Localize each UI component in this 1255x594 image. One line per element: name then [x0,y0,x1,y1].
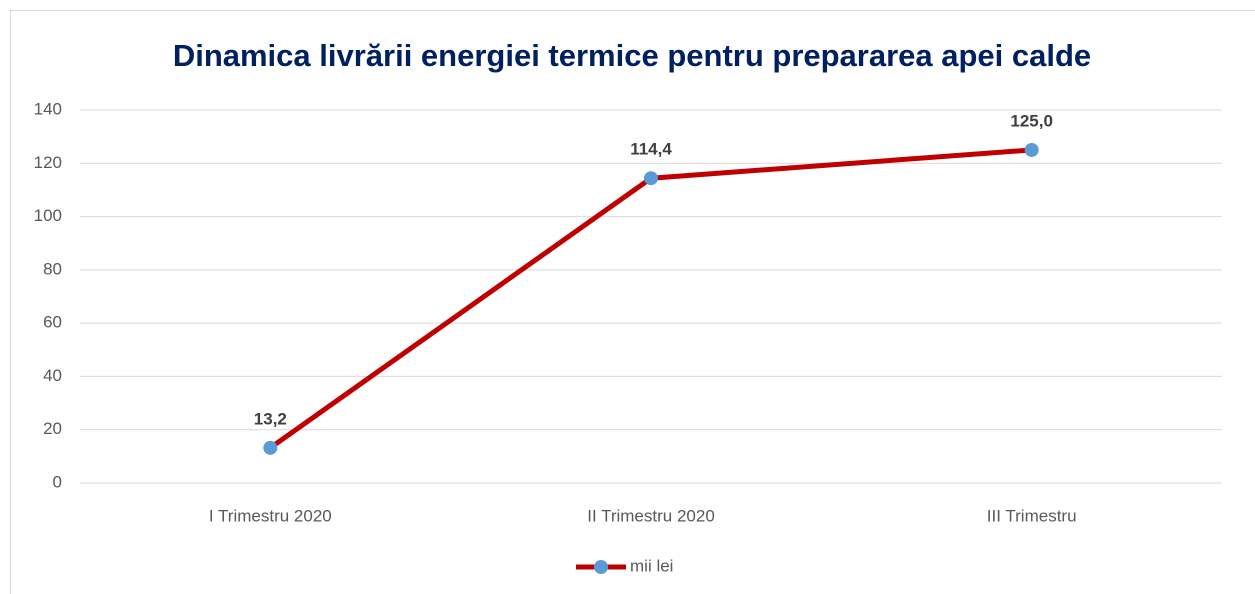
data-label: 125,0 [1010,111,1053,130]
data-point [644,171,658,186]
y-tick-label: 20 [43,419,62,438]
legend-marker [594,560,608,574]
data-label: 114,4 [630,140,672,159]
x-tick-label: III Trimestru [987,506,1077,525]
legend-label: mii lei [630,556,673,575]
x-tick-label: I Trimestru 2020 [209,506,332,525]
y-tick-label: 140 [34,99,62,118]
y-tick-label: 40 [43,366,62,385]
chart-title: Dinamica livrării energiei termice pentr… [173,38,1091,73]
y-tick-label: 0 [53,472,62,491]
y-tick-label: 60 [43,313,62,332]
y-tick-label: 120 [34,153,62,172]
data-label: 13,2 [254,409,287,428]
data-point [1024,142,1039,157]
x-tick-label: II Trimestru 2020 [587,506,715,525]
data-point [263,440,278,455]
y-tick-label: 100 [34,206,62,225]
y-tick-label: 80 [43,259,62,278]
chart-frame [10,10,1255,594]
